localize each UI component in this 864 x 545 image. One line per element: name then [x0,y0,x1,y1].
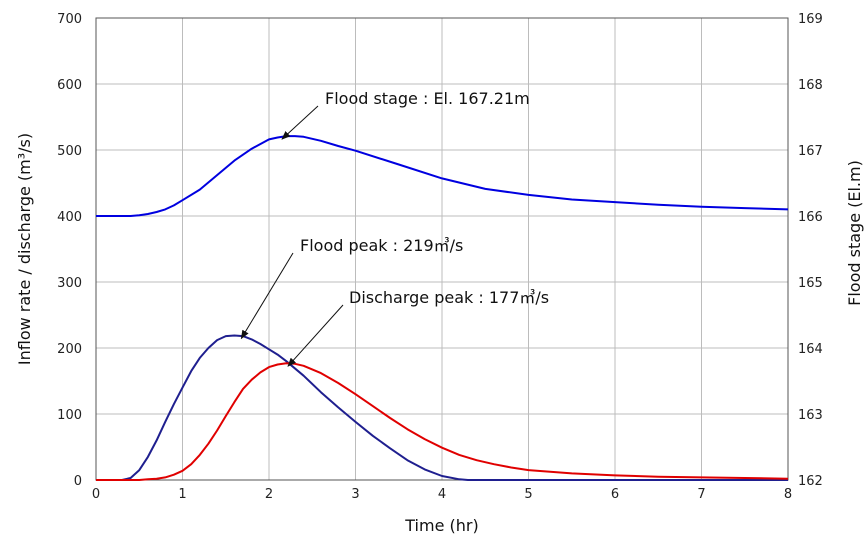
y-tick-label: 400 [57,210,82,225]
plot-frame [95,17,789,481]
x-tick-label: 0 [92,487,100,502]
y2-tick-label: 162 [798,474,823,489]
x-tick-label: 1 [178,487,186,502]
y2-tick-label: 168 [798,78,823,93]
y-tick-label: 0 [74,474,82,489]
flood-stage-arrow [281,105,319,140]
y2-tick-label: 165 [798,276,823,291]
flood-peak-annotation: Flood peak : 219㎥/s [300,236,463,255]
flood-stage-line [96,135,789,217]
x-tick-label: 5 [524,487,532,502]
flood-peak-arrow [240,252,294,340]
tick-labels: 0 1 2 3 4 5 6 7 8 0 100 200 300 400 500 600 700 162 163 164… [57,12,823,502]
discharge-line [96,362,789,481]
discharge-peak-arrow [287,304,344,367]
x-axis-title: Time (hr) [404,516,478,535]
y-tick-label: 300 [57,276,82,291]
y-tick-label: 600 [57,78,82,93]
flood-stage-annotation: Flood stage : El. 167.21m [325,89,530,108]
y-tick-label: 500 [57,144,82,159]
y-axis-title: Inflow rate / discharge (m³/s) [15,133,34,365]
y2-tick-label: 164 [798,342,823,357]
x-tick-label: 7 [697,487,705,502]
inflow-line [96,334,788,481]
x-tick-label: 2 [265,487,273,502]
series-layer [96,135,789,481]
x-tick-label: 4 [438,487,446,502]
discharge-peak-annotation: Discharge peak : 177㎥/s [349,288,549,307]
y-tick-label: 200 [57,342,82,357]
y2-tick-label: 167 [798,144,823,159]
grid [96,18,788,480]
y-tick-label: 700 [57,12,82,27]
y2-tick-label: 169 [798,12,823,27]
y-tick-label: 100 [57,408,82,423]
y2-tick-label: 166 [798,210,823,225]
x-tick-label: 6 [611,487,619,502]
y2-tick-label: 163 [798,408,823,423]
y2-axis-title: Flood stage (El.m) [845,160,864,306]
annotations: Flood stage : El. 167.21m Flood peak : 21… [240,89,549,367]
x-tick-label: 3 [351,487,359,502]
x-tick-label: 8 [784,487,792,502]
